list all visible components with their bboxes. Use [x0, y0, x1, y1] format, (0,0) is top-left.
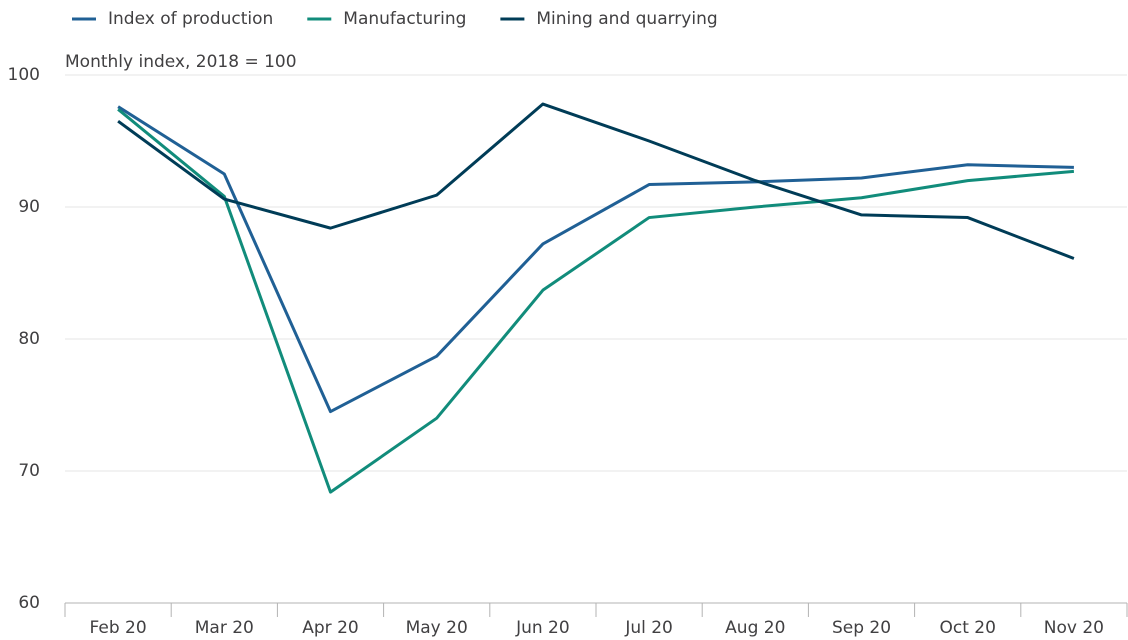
x-tick-label: Nov 20 [1044, 618, 1104, 638]
line-series [117, 102, 1075, 260]
x-tick-label: Apr 20 [302, 618, 358, 638]
x-tick-label: May 20 [406, 618, 468, 638]
chart-subtitle: Monthly index, 2018 = 100 [65, 52, 297, 72]
line-series [117, 108, 1075, 494]
x-tick-label: Oct 20 [939, 618, 995, 638]
x-tick-label: Aug 20 [725, 618, 785, 638]
line-series [117, 105, 1074, 414]
x-tick-label: Jun 20 [515, 618, 570, 638]
y-tick-label: 90 [18, 197, 40, 217]
x-tick-label: Feb 20 [90, 618, 147, 638]
y-tick-label: 60 [18, 593, 40, 613]
y-tick-label: 100 [8, 65, 40, 85]
y-tick-label: 70 [18, 461, 40, 481]
x-tick-label: Sep 20 [832, 618, 891, 638]
legend-label: Mining and quarrying [536, 9, 717, 29]
legend-label: Manufacturing [343, 9, 466, 29]
x-tick-label: Mar 20 [195, 618, 254, 638]
x-tick-label: Jul 20 [624, 618, 673, 638]
y-tick-label: 80 [18, 329, 40, 349]
legend-label: Index of production [108, 9, 273, 29]
